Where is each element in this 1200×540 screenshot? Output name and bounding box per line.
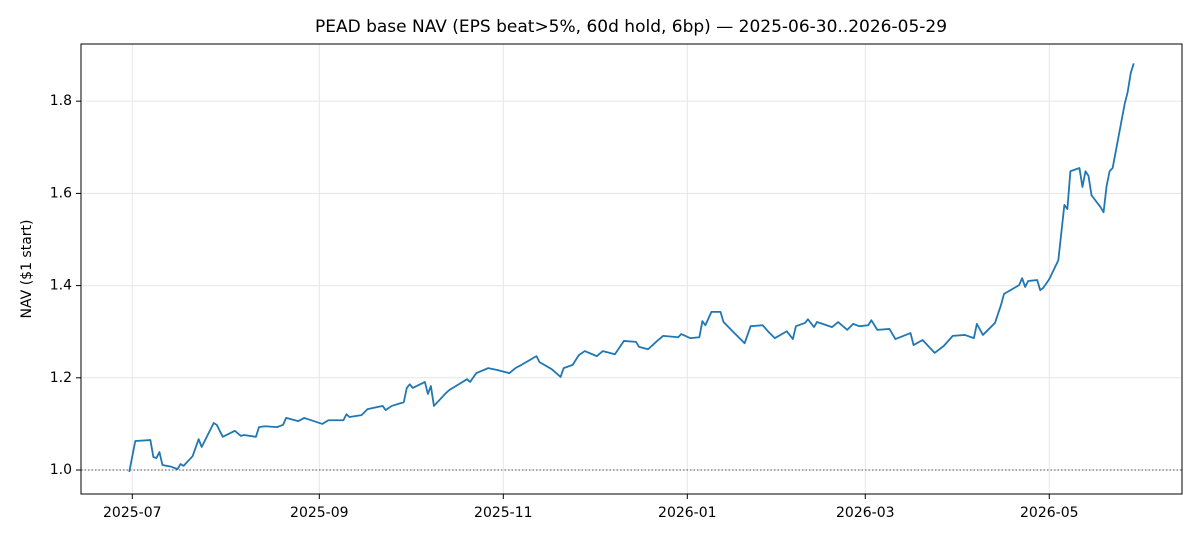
x-tick-label: 2026-03: [836, 505, 895, 521]
y-tick-label: 1.4: [50, 278, 72, 294]
y-axis-label: NAV ($1 start): [19, 220, 35, 319]
plot-frame: [80, 43, 1183, 495]
x-tick-label: 2025-11: [474, 505, 533, 521]
x-tick-label: 2025-07: [103, 505, 162, 521]
y-tick-label: 1.2: [50, 370, 72, 386]
y-tick-label: 1.8: [50, 93, 72, 109]
y-tick-label: 1.6: [50, 185, 72, 201]
y-tick-label: 1.0: [50, 462, 72, 478]
line-series: [128, 63, 1135, 473]
x-tick-label: 2026-05: [1020, 505, 1079, 521]
chart-title: PEAD base NAV (EPS beat>5%, 60d hold, 6b…: [315, 17, 947, 37]
x-tick-label: 2026-01: [658, 505, 717, 521]
x-tick-label: 2025-09: [290, 505, 349, 521]
